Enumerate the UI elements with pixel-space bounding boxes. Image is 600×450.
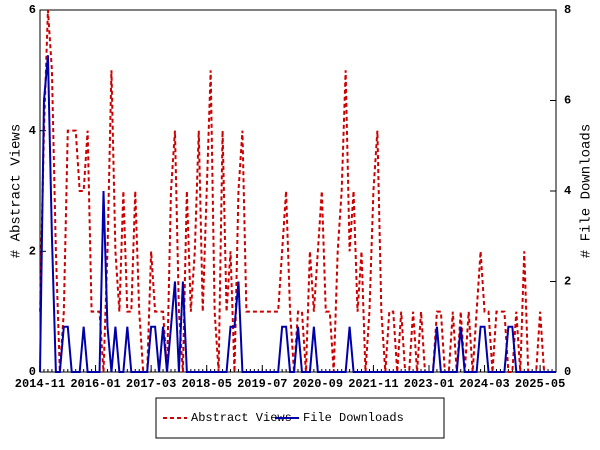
data-line [39,9,556,373]
x-tick-label: 2023-01 [404,377,454,391]
legend-label: File Downloads [303,411,404,425]
y2-axis-label: # File Downloads [579,124,595,258]
y2-tick-label: 4 [564,184,571,198]
x-tick-label: 2016-01 [70,377,120,391]
y2-tick-label: 0 [564,365,571,379]
y-tick-label: 0 [29,365,36,379]
y2-tick-label: 2 [564,275,571,289]
x-tick-label: 2024-03 [459,377,509,391]
y-tick-label: 4 [29,124,36,138]
y-axis-label: # Abstract Views [9,124,25,258]
x-tick-label: 2019-07 [237,377,287,391]
x-tick-label: 2025-05 [515,377,565,391]
legend-box [155,397,445,439]
y-tick-label: 2 [29,245,36,259]
data-line [39,55,556,373]
y2-tick-label: 6 [564,94,571,108]
y2-tick-label: 8 [564,3,571,17]
x-tick-label: 2018-05 [181,377,231,391]
x-tick-label: 2014-11 [15,377,65,391]
x-tick-label: 2017-03 [126,377,176,391]
x-tick-label: 2021-11 [348,377,398,391]
legend-label: Abstract Views [191,411,292,425]
x-tick-label: 2020-09 [293,377,343,391]
y-tick-label: 6 [29,3,36,17]
